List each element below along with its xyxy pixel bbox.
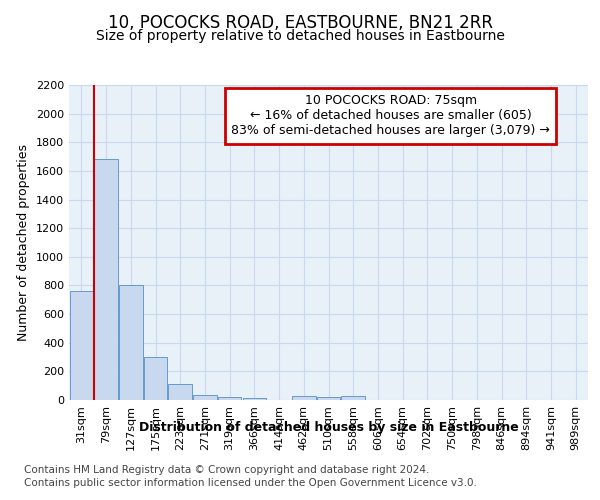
Y-axis label: Number of detached properties: Number of detached properties [17, 144, 31, 341]
Bar [119, 286, 143, 400]
Text: Contains public sector information licensed under the Open Government Licence v3: Contains public sector information licen… [24, 478, 477, 488]
Bar [169, 384, 192, 400]
Bar [70, 291, 93, 400]
Text: Size of property relative to detached houses in Eastbourne: Size of property relative to detached ho… [95, 29, 505, 43]
Text: 10 POCOCKS ROAD: 75sqm
← 16% of detached houses are smaller (605)
83% of semi-de: 10 POCOCKS ROAD: 75sqm ← 16% of detached… [232, 94, 550, 138]
Bar [341, 396, 365, 400]
Text: Contains HM Land Registry data © Crown copyright and database right 2024.: Contains HM Land Registry data © Crown c… [24, 465, 430, 475]
Bar [218, 397, 241, 400]
Text: 10, POCOCKS ROAD, EASTBOURNE, BN21 2RR: 10, POCOCKS ROAD, EASTBOURNE, BN21 2RR [107, 14, 493, 32]
Bar [242, 398, 266, 400]
Bar [317, 397, 340, 400]
Bar [193, 395, 217, 400]
Bar [292, 396, 316, 400]
Bar [144, 357, 167, 400]
Text: Distribution of detached houses by size in Eastbourne: Distribution of detached houses by size … [139, 421, 518, 434]
Bar [94, 160, 118, 400]
